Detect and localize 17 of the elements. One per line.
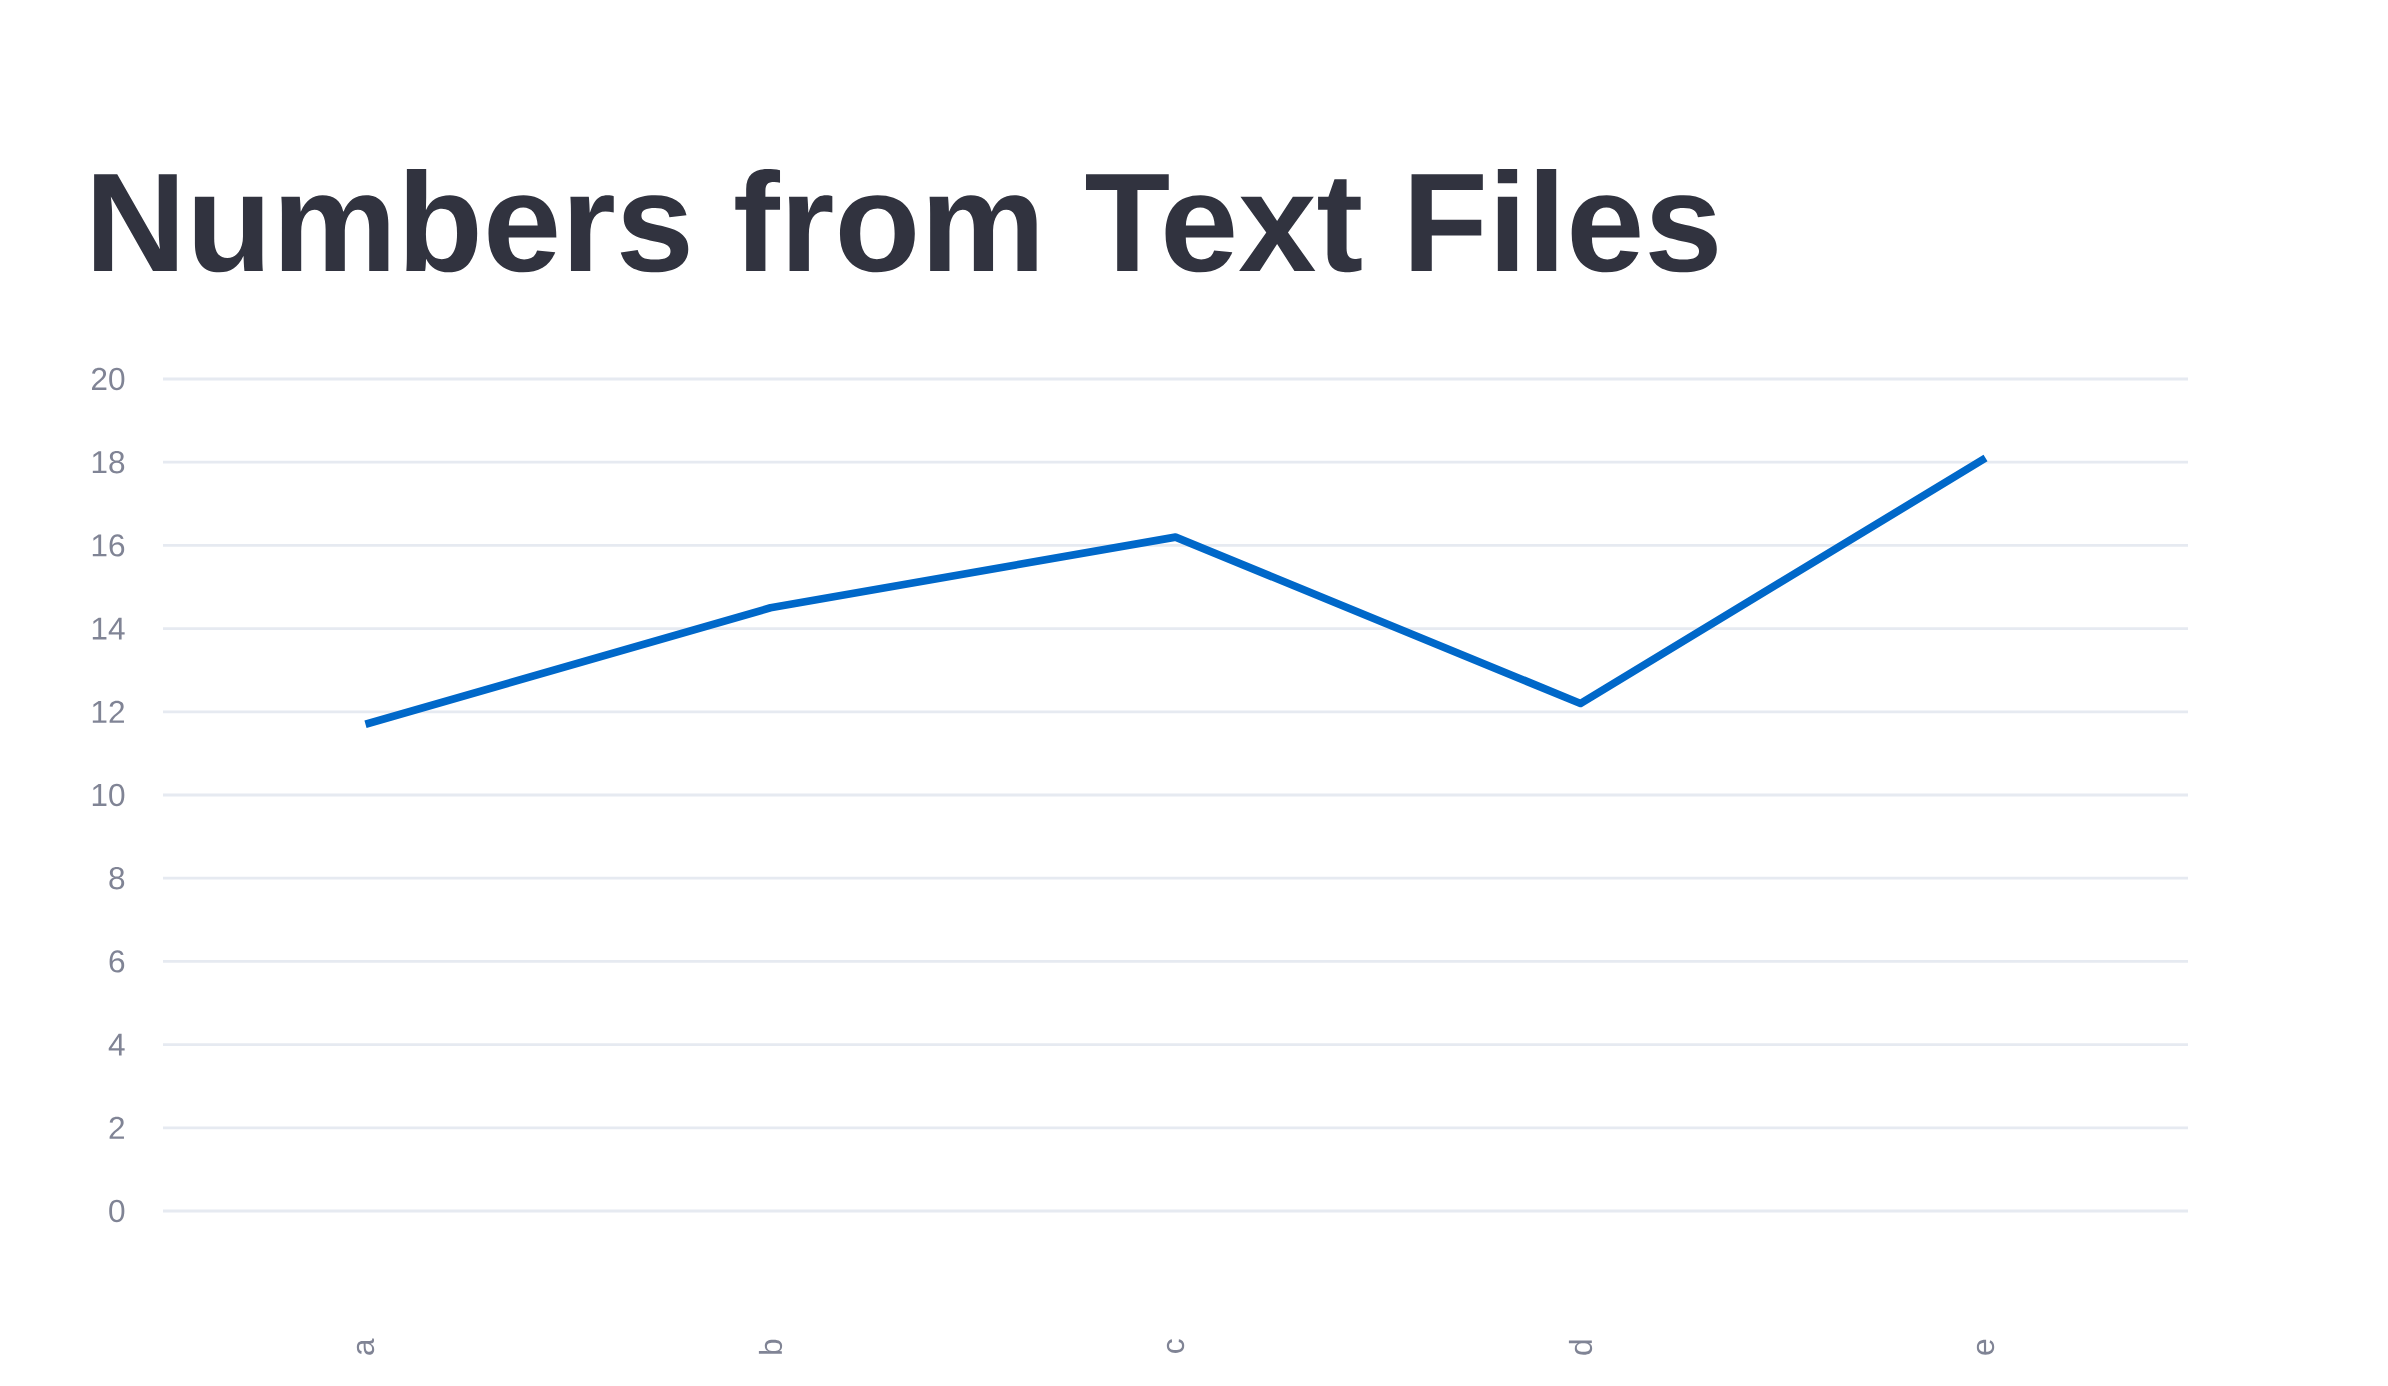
y-tick-label: 0 bbox=[109, 1199, 125, 1223]
x-tick-label: a bbox=[356, 1338, 375, 1355]
x-tick-label: d bbox=[1568, 1340, 1593, 1355]
x-tick-label: e bbox=[1976, 1339, 1995, 1355]
y-tick-label: 12 bbox=[92, 700, 124, 723]
y-tick-label: 16 bbox=[92, 534, 125, 557]
chart-title: Numbers from Text Files bbox=[94, 169, 1717, 273]
y-tick-label: 2 bbox=[109, 1116, 124, 1139]
y-tick-label: 14 bbox=[92, 617, 125, 640]
y-tick-label: 18 bbox=[92, 450, 125, 474]
x-tick-label: c bbox=[1166, 1339, 1185, 1353]
y-tick-label: 10 bbox=[92, 783, 125, 807]
x-tick-label: b bbox=[758, 1339, 783, 1354]
y-tick-label: 20 bbox=[92, 367, 125, 391]
y-tick-label: 8 bbox=[109, 866, 125, 890]
y-tick-label: 4 bbox=[108, 1033, 125, 1056]
y-tick-label: 6 bbox=[109, 950, 125, 973]
